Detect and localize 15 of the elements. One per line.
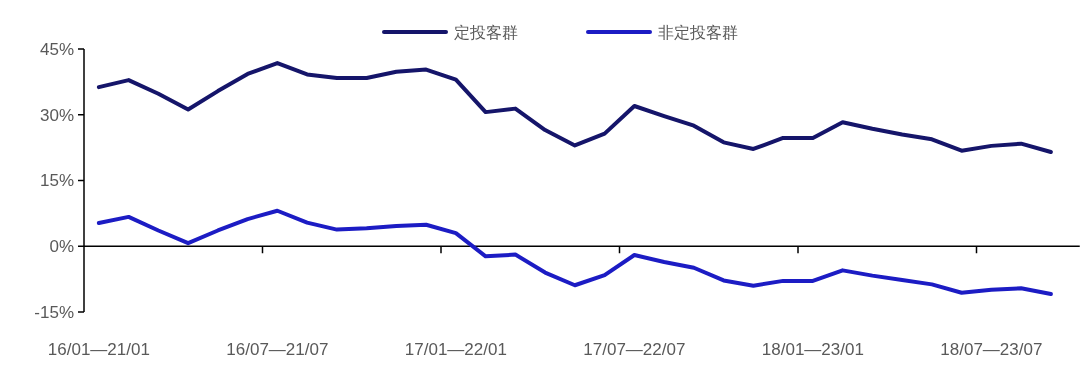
x-tick-label: 16/01—21/01 [47,340,150,359]
y-tick-label: 15% [39,171,74,191]
x-tick-label: 17/01—22/01 [404,340,507,359]
y-tick-label: 45% [39,39,74,59]
y-tick-label: 30% [39,105,74,125]
y-tick-label: 0% [49,237,74,257]
x-tick-label: 18/07—23/07 [940,340,1043,359]
legend-label: 非定投客群 [658,22,738,42]
x-tick-label: 18/01—23/01 [761,340,864,359]
line-series [96,208,1053,297]
x-tick-label: 16/07—21/07 [226,340,329,359]
line-series [96,61,1053,155]
x-tick-label: 17/07—22/07 [583,340,686,359]
y-tick-label: -15% [34,302,74,322]
legend-label: 定投客群 [454,22,518,42]
